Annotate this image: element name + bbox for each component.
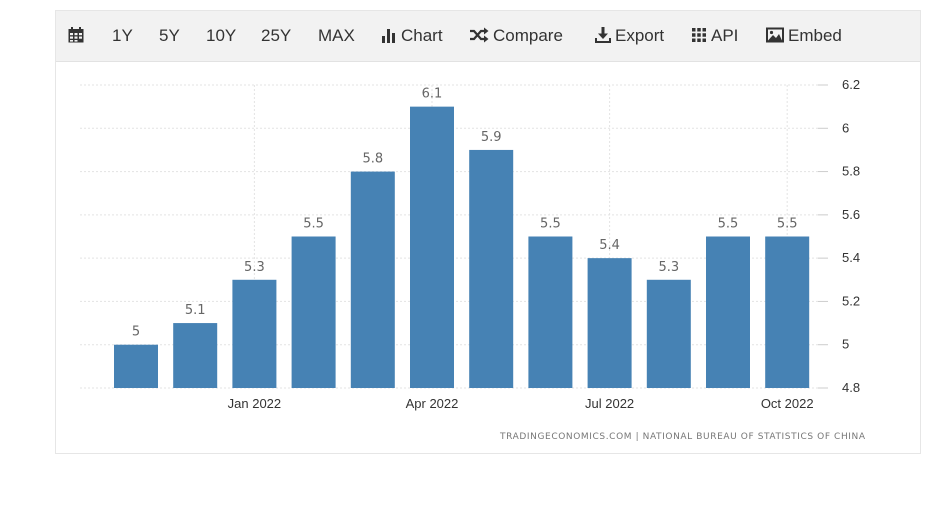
y-tick-label: 5.4 bbox=[842, 250, 860, 265]
api-button-label: API bbox=[711, 26, 739, 45]
range-1y-button[interactable]: 1Y bbox=[112, 26, 133, 45]
chart-toolbar: 1Y 5Y 10Y 25Y MAX Chart Compare bbox=[56, 11, 920, 62]
y-tick-label: 5.6 bbox=[842, 207, 860, 222]
x-tick-label: Jan 2022 bbox=[228, 396, 282, 411]
bar-value-label: 5.3 bbox=[244, 260, 265, 275]
bar-value-label: 5.1 bbox=[185, 303, 206, 318]
y-tick-label: 5.2 bbox=[842, 293, 860, 308]
bar-value-label: 5 bbox=[132, 325, 140, 340]
bar bbox=[232, 279, 277, 388]
compare-button[interactable]: Compare bbox=[469, 11, 563, 61]
range-10y-button[interactable]: 10Y bbox=[206, 26, 237, 45]
calendar-icon[interactable] bbox=[68, 11, 84, 61]
bar bbox=[469, 149, 514, 388]
download-icon bbox=[595, 26, 611, 43]
bar-value-label: 5.5 bbox=[303, 217, 324, 232]
bar bbox=[350, 171, 395, 388]
bar-value-label: 5.5 bbox=[777, 217, 798, 232]
bar bbox=[173, 323, 218, 388]
y-tick-label: 5.8 bbox=[842, 164, 860, 179]
embed-button[interactable]: Embed bbox=[766, 11, 842, 61]
grid-icon bbox=[692, 27, 706, 42]
bar bbox=[114, 344, 158, 388]
bar-chart-icon bbox=[382, 28, 395, 43]
bar-value-label: 5.3 bbox=[658, 260, 679, 275]
bar bbox=[587, 258, 632, 388]
bar bbox=[410, 106, 454, 389]
y-tick-label: 5 bbox=[842, 337, 849, 352]
export-button-label: Export bbox=[615, 26, 665, 45]
embed-button-label: Embed bbox=[788, 26, 842, 45]
chart-button-label: Chart bbox=[401, 26, 443, 45]
range-max-button[interactable]: MAX bbox=[318, 26, 355, 45]
bar-value-label: 6.1 bbox=[422, 87, 443, 102]
range-5y-button[interactable]: 5Y bbox=[159, 26, 180, 45]
shuffle-icon bbox=[470, 27, 489, 43]
y-tick-label: 6.2 bbox=[842, 77, 860, 92]
api-button[interactable]: API bbox=[691, 11, 738, 61]
bar-value-label: 5.8 bbox=[362, 152, 383, 167]
bar-value-label: 5.9 bbox=[481, 130, 502, 145]
range-25y-button[interactable]: 25Y bbox=[261, 26, 292, 45]
bar-value-label: 5.4 bbox=[599, 238, 620, 253]
y-tick-label: 6 bbox=[842, 120, 849, 135]
y-tick-label: 4.8 bbox=[842, 380, 860, 395]
bar bbox=[765, 236, 810, 388]
bar-value-label: 5.5 bbox=[540, 217, 561, 232]
compare-button-label: Compare bbox=[493, 26, 563, 45]
source-credit: TRADINGECONOMICS.COM | NATIONAL BUREAU O… bbox=[500, 432, 866, 442]
image-icon bbox=[766, 27, 784, 43]
x-tick-label: Jul 2022 bbox=[585, 396, 634, 411]
x-tick-label: Oct 2022 bbox=[761, 396, 814, 411]
bar bbox=[291, 236, 336, 388]
chart-button[interactable]: Chart bbox=[381, 11, 443, 61]
bar bbox=[528, 236, 573, 388]
export-button[interactable]: Export bbox=[595, 11, 664, 61]
bar-value-label: 5.5 bbox=[718, 217, 739, 232]
bar bbox=[706, 236, 750, 388]
x-tick-label: Apr 2022 bbox=[406, 396, 459, 411]
bar bbox=[646, 279, 691, 388]
